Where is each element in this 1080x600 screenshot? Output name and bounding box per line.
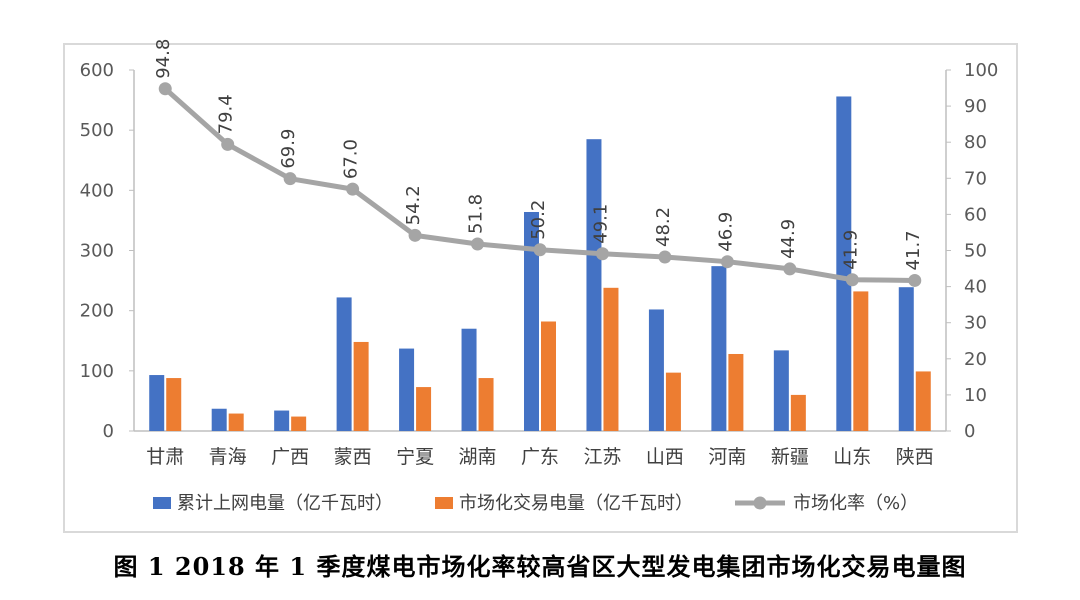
line-marker [221, 137, 235, 151]
x-category-label: 广西 [271, 446, 309, 468]
bar-market-trade [790, 394, 806, 431]
bar-grid-output [524, 211, 539, 431]
data-label: 79.4 [216, 94, 237, 134]
bar-market-trade [228, 413, 244, 431]
line-marker [595, 247, 609, 261]
bar-grid-output [648, 309, 664, 431]
y-left-tick-label: 300 [80, 241, 114, 262]
y-right-tick-label: 90 [964, 96, 987, 117]
x-category-label: 陕西 [896, 446, 934, 468]
y-right-tick-label: 70 [964, 168, 987, 189]
data-label: 67.0 [341, 139, 362, 179]
data-label: 41.7 [903, 230, 924, 270]
bar-market-trade [665, 372, 681, 431]
chart-legend: 累计上网电量（亿千瓦时） 市场化交易电量（亿千瓦时） 市场化率（%） [153, 493, 918, 514]
x-category-label: 青海 [209, 446, 247, 468]
bar-grid-output [586, 139, 602, 432]
legend-label: 累计上网电量（亿千瓦时） [177, 493, 393, 514]
data-label: 69.9 [278, 129, 299, 169]
x-category-label: 宁夏 [396, 446, 434, 468]
bar-grid-output [336, 297, 352, 431]
x-category-label: 江苏 [583, 446, 621, 468]
bar-market-trade [291, 416, 307, 431]
y-right-tick-label: 60 [964, 204, 987, 225]
y-right-tick-label: 10 [964, 385, 987, 406]
y-right-tick-label: 80 [964, 132, 987, 153]
bar-grid-output [836, 96, 852, 432]
x-category-label: 山东 [833, 446, 871, 468]
data-label: 41.9 [840, 230, 861, 270]
bar-market-trade [478, 378, 494, 431]
chart-line: 94.8 79.4 69.9 67.0 54.2 51.8 50.2 49.1 48.2 46.9… [153, 39, 924, 287]
bar-market-trade [915, 371, 931, 431]
chart-frame [63, 43, 1018, 533]
line-marker [283, 172, 297, 186]
y-right-tick-label: 0 [964, 421, 975, 442]
data-label: 44.9 [778, 219, 799, 259]
x-category-label: 蒙西 [334, 446, 372, 468]
data-label: 48.2 [653, 207, 674, 247]
data-label: 46.9 [715, 212, 736, 252]
y-right-tick-label: 40 [964, 277, 987, 298]
chart-bars [149, 96, 931, 432]
x-category-label: 甘肃 [146, 446, 184, 468]
line-marker [471, 237, 485, 251]
bar-grid-output [211, 408, 227, 431]
chart: 0 100 200 300 400 500 600 0 10 20 30 40 50 60 70 80 90 10… [80, 39, 999, 514]
x-category-label: 新疆 [771, 446, 809, 468]
bar-grid-output [773, 350, 789, 431]
line-marker [783, 262, 797, 276]
data-label: 54.2 [403, 185, 424, 225]
bar-grid-output [274, 410, 290, 431]
line-marker [908, 273, 922, 287]
x-category-label: 山西 [646, 446, 684, 468]
bar-grid-output [898, 287, 914, 431]
y-left-tick-label: 200 [80, 301, 114, 322]
data-label: 51.8 [466, 194, 487, 234]
legend-label: 市场化率（%） [793, 493, 918, 514]
bar-market-trade [541, 321, 556, 431]
y-left-tick-label: 500 [80, 120, 114, 141]
y-left-tick-label: 0 [103, 421, 114, 442]
y-left-tick-label: 400 [80, 180, 114, 201]
x-category-label: 河南 [708, 446, 746, 468]
y-right-tick-label: 100 [964, 60, 998, 81]
legend-swatch-marker [753, 496, 767, 510]
legend-label: 市场化交易电量（亿千瓦时） [459, 493, 693, 514]
bar-grid-output [711, 266, 727, 431]
bar-grid-output [461, 328, 477, 431]
figure-caption: 图 1 2018 年 1 季度煤电市场化率较高省区大型发电集团市场化交易电量图 [113, 552, 967, 581]
bar-grid-output [149, 375, 165, 431]
line-marker [158, 82, 172, 96]
line-marker [658, 250, 672, 264]
legend-swatch [153, 497, 171, 509]
y-left-tick-label: 600 [80, 60, 114, 81]
x-category-label: 湖南 [459, 446, 497, 468]
bar-market-trade [853, 291, 869, 431]
y-right-tick-label: 50 [964, 241, 987, 262]
bar-market-trade [166, 378, 182, 431]
bar-market-trade [353, 341, 369, 431]
y-right-tick-label: 20 [964, 349, 987, 370]
line-marker [408, 228, 422, 242]
chart-axes: 0 100 200 300 400 500 600 0 10 20 30 40 50 60 70 80 90 10… [80, 60, 999, 468]
bar-market-trade [728, 353, 744, 431]
bar-market-trade [603, 287, 619, 431]
data-label: 49.1 [590, 204, 611, 244]
line-marker [533, 243, 547, 257]
y-right-tick-label: 30 [964, 313, 987, 334]
legend-swatch [435, 497, 453, 509]
data-label: 94.8 [153, 39, 174, 79]
line-marker [720, 255, 734, 269]
x-category-label: 广东 [521, 446, 559, 468]
y-left-tick-label: 100 [80, 361, 114, 382]
bar-market-trade [416, 387, 432, 431]
data-label: 50.2 [528, 200, 549, 240]
bar-grid-output [399, 348, 415, 431]
line-marker [845, 273, 859, 287]
line-marker [346, 182, 360, 196]
